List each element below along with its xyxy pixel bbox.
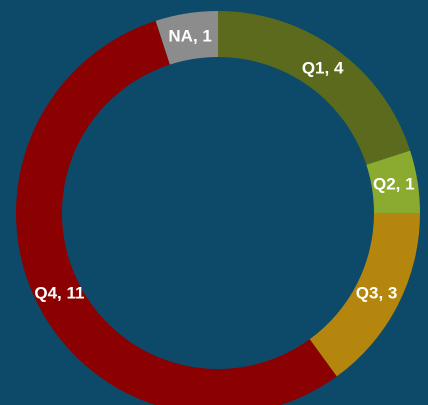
donut-segment [155,11,218,65]
data-label: Q1, 4 [302,58,344,77]
data-label: Q4, 11 [34,283,84,302]
donut-segment [16,20,337,405]
donut-segment [218,11,411,165]
donut-segment [366,150,420,213]
data-label: NA, 1 [168,27,211,46]
data-label: Q2, 1 [373,175,415,194]
donut-segment [309,213,420,377]
data-label: Q3, 3 [356,283,398,302]
